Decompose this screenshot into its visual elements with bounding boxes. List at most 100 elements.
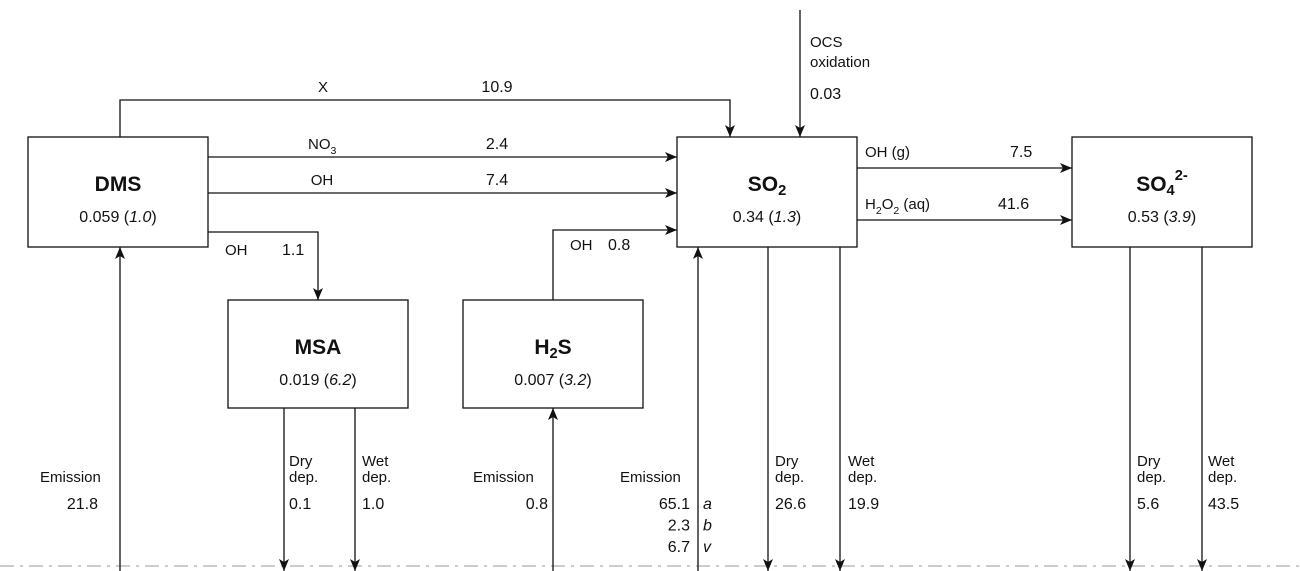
text-segment: 4	[1167, 183, 1176, 199]
text-segment: SO	[1136, 173, 1166, 196]
flow-value: 0.8	[526, 496, 548, 513]
flow-value: 21.8	[67, 496, 98, 513]
text-segment: 1.3	[774, 209, 796, 226]
flow-label: Emission	[40, 469, 101, 486]
text-segment: DMS	[95, 173, 142, 196]
flow-label: OH	[225, 242, 248, 259]
text-segment: )	[1191, 209, 1196, 226]
flow-value: 6.7	[668, 539, 690, 556]
flow-arrow	[208, 231, 323, 300]
flow-value: 0.1	[289, 496, 311, 513]
species-burden: 0.019 (6.2)	[279, 372, 356, 389]
text-segment: OH (g)	[865, 144, 910, 161]
flow-label: X	[318, 79, 328, 96]
flow-value: 5.6	[1137, 496, 1159, 513]
flow-label: OH	[311, 172, 334, 189]
text-segment: OH	[311, 172, 334, 189]
flow-value: 41.6	[998, 196, 1029, 213]
text-segment: H	[534, 336, 549, 359]
flow-note: v	[703, 539, 712, 556]
text-segment: )	[351, 372, 356, 389]
flow-value: 10.9	[481, 79, 512, 96]
species-name: SO2	[748, 173, 787, 199]
text-segment: )	[796, 209, 801, 226]
flow-label: Wet	[362, 453, 389, 470]
flow-value: 26.6	[775, 496, 806, 513]
text-segment: 2	[876, 205, 882, 217]
flow-label: Dry	[289, 453, 313, 470]
species-name: DMS	[95, 173, 142, 196]
text-segment: Emission	[473, 469, 534, 486]
text-segment: OH	[225, 242, 248, 259]
flow-value: 7.4	[486, 172, 508, 189]
species-burden: 0.059 (1.0)	[79, 209, 156, 226]
flow-value: 19.9	[848, 496, 879, 513]
flow-value: 7.5	[1010, 144, 1032, 161]
species-box	[227, 299, 409, 409]
species-burden: 0.007 (3.2)	[514, 372, 591, 389]
species-burden: 0.53 (3.9)	[1128, 209, 1197, 226]
flow-value: 65.1	[659, 496, 690, 513]
flow-label: Wet	[848, 453, 875, 470]
flow-label: dep.	[848, 469, 877, 486]
flow-label: OH	[570, 237, 593, 254]
flow-label: H2O2 (aq)	[865, 196, 930, 217]
text-segment: 2	[549, 346, 557, 362]
text-segment: O	[882, 196, 894, 213]
text-segment: SO	[748, 173, 778, 196]
text-segment: 2	[778, 183, 786, 199]
species-box	[462, 299, 644, 409]
flow-note: a	[703, 496, 712, 513]
flow-value: 1.0	[362, 496, 384, 513]
text-segment: X	[318, 79, 328, 96]
flow-label: dep.	[1137, 469, 1166, 486]
species-burden: 0.34 (1.3)	[733, 209, 802, 226]
text-segment: (aq)	[899, 196, 930, 213]
flow-label: dep.	[775, 469, 804, 486]
text-segment: 2-	[1175, 168, 1188, 184]
species-name: MSA	[295, 336, 342, 359]
text-segment: 3.9	[1169, 209, 1191, 226]
text-segment: S	[558, 336, 572, 359]
text-segment: 1.0	[129, 209, 151, 226]
species-name: H2S	[534, 336, 571, 362]
text-segment: )	[586, 372, 591, 389]
flow-label: OCS	[810, 34, 843, 51]
flow-value: 2.3	[668, 518, 690, 535]
flow-label: dep.	[1208, 469, 1237, 486]
flow-arrow	[119, 99, 735, 137]
species-box	[1071, 136, 1253, 248]
flow-label: Emission	[473, 469, 534, 486]
text-segment: 3	[331, 145, 337, 157]
text-segment: 2	[893, 205, 899, 217]
flow-value: 43.5	[1208, 496, 1239, 513]
text-segment: 0.34 (	[733, 209, 775, 226]
text-segment: 0.059 (	[79, 209, 129, 226]
flow-arrow	[552, 225, 677, 300]
flow-label: Dry	[1137, 453, 1161, 470]
text-segment: 6.2	[329, 372, 351, 389]
text-segment: Emission	[620, 469, 681, 486]
text-segment: 3.2	[564, 372, 586, 389]
flow-note: b	[703, 518, 712, 535]
text-segment: Emission	[40, 469, 101, 486]
flow-label: OH (g)	[865, 144, 910, 161]
text-segment: OH	[570, 237, 593, 254]
flow-label: NO3	[308, 136, 337, 157]
flow-label: Wet	[1208, 453, 1235, 470]
flow-label: oxidation	[810, 54, 870, 71]
species-box	[676, 136, 858, 248]
text-segment: 0.007 (	[514, 372, 564, 389]
text-segment: )	[151, 209, 156, 226]
flow-label: dep.	[362, 469, 391, 486]
text-segment: H	[865, 196, 876, 213]
flow-label: dep.	[289, 469, 318, 486]
flow-label: Emission	[620, 469, 681, 486]
text-segment: 0.53 (	[1128, 209, 1170, 226]
flow-value: 0.03	[810, 86, 841, 103]
flow-value: 2.4	[486, 136, 508, 153]
flow-value: 1.1	[282, 242, 304, 259]
flow-label: Dry	[775, 453, 799, 470]
text-segment: 0.019 (	[279, 372, 329, 389]
